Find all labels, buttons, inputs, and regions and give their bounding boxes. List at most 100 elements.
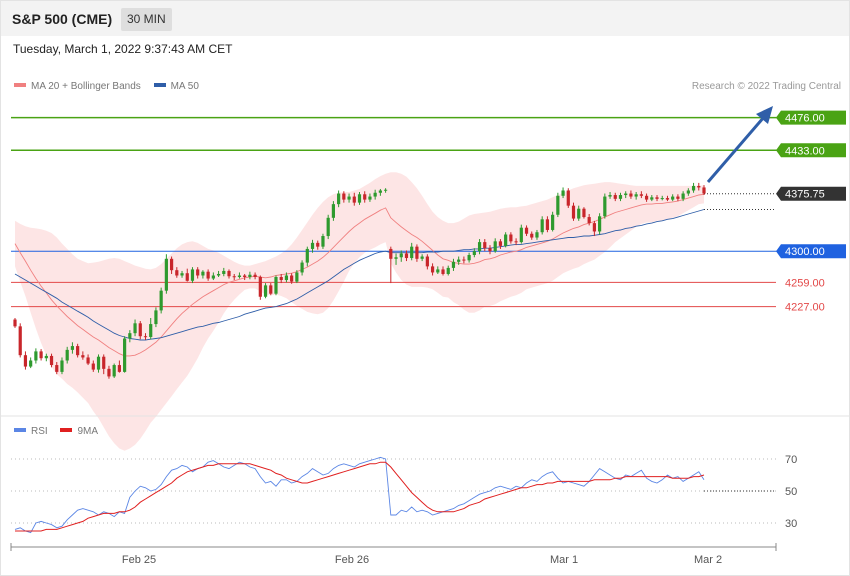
candle [519, 224, 523, 244]
legend-rsi-ma: 9MA [60, 426, 98, 437]
candle [472, 248, 476, 258]
interval-badge[interactable]: 30 MIN [121, 8, 172, 31]
candle [13, 317, 17, 328]
candle-body [665, 198, 670, 200]
candle [305, 246, 309, 267]
candle [545, 216, 550, 233]
candle-body [123, 338, 127, 372]
candle-body [149, 324, 153, 337]
rsi-ma-swatch [60, 428, 73, 433]
candle-body [81, 355, 85, 358]
candle [295, 270, 299, 284]
candle [243, 273, 247, 281]
candle-body [243, 275, 247, 278]
candle-body [23, 355, 28, 367]
candle-body [300, 262, 304, 273]
bollinger-band [15, 172, 704, 451]
level-label-4375.75: 4375.75 [785, 189, 825, 201]
candle-body [383, 189, 388, 191]
level-label-4259.00: 4259.00 [785, 277, 825, 289]
candle [123, 336, 127, 373]
candle-body [535, 232, 539, 238]
candle [493, 238, 497, 253]
candle [321, 233, 325, 249]
candle-body [415, 246, 419, 259]
candle [164, 254, 168, 294]
copyright-note: Research © 2022 Trading Central [691, 81, 841, 92]
candle [222, 267, 226, 277]
legend-ma20-bollinger: MA 20 + Bollinger Bands [14, 81, 141, 92]
candle-body [446, 267, 450, 274]
candle-body [337, 193, 341, 205]
candle-body [551, 214, 555, 230]
candle [138, 321, 142, 340]
candle-body [467, 255, 471, 261]
candle-body [169, 258, 174, 271]
candle-body [112, 365, 116, 377]
candle-body [206, 271, 210, 279]
candle-body [102, 356, 106, 369]
candle-body [357, 194, 362, 203]
candle [498, 239, 503, 249]
candle-body [29, 360, 33, 367]
candle-body [566, 190, 570, 206]
candle-body [441, 269, 445, 274]
rsi-line [14, 456, 705, 534]
price-legend: MA 20 + Bollinger Bands MA 50 [14, 81, 199, 92]
level-tag-target [776, 110, 846, 125]
rsi-ma-line [15, 461, 705, 532]
candle [44, 353, 48, 362]
candle-body [49, 355, 54, 366]
level-tag-pivot [776, 244, 846, 259]
candle [671, 194, 675, 202]
candle-body [253, 274, 257, 278]
candle [488, 245, 492, 255]
candle [665, 195, 670, 202]
candle [644, 193, 649, 202]
candle-body [629, 193, 633, 197]
legend-rsi: RSI [14, 426, 48, 437]
candle [524, 225, 529, 237]
level-label-4476.00: 4476.00 [785, 113, 825, 125]
ma20-swatch [14, 83, 26, 88]
candle-body [420, 256, 424, 259]
candle [206, 269, 210, 281]
candle-body [44, 355, 48, 359]
candle-body [96, 356, 101, 370]
timestamp: Tuesday, March 1, 2022 9:37:43 AM CET [13, 42, 233, 56]
candle [352, 192, 356, 206]
candle-body [483, 242, 487, 249]
candle [457, 256, 461, 265]
candle-body [451, 261, 456, 268]
candle [175, 267, 179, 278]
candle [107, 365, 111, 379]
candle-body [540, 219, 544, 233]
candle [76, 343, 80, 358]
candle-body [164, 258, 168, 291]
candle [629, 190, 633, 199]
candle [639, 191, 643, 199]
candle-body [650, 197, 654, 200]
candle [483, 239, 487, 252]
candle-body [263, 285, 268, 297]
candle [566, 188, 570, 208]
candle [159, 287, 163, 314]
candle [509, 232, 513, 244]
candle-body [530, 233, 534, 238]
candle [263, 283, 268, 299]
candle [29, 357, 33, 369]
x-tick-Mar-2: Mar 2 [694, 554, 722, 566]
candle [258, 275, 262, 300]
candle-body [571, 205, 576, 219]
candle-body [65, 349, 69, 361]
candle [326, 214, 330, 240]
candle [357, 192, 362, 205]
candle [248, 271, 252, 280]
legend-ma50: MA 50 [153, 81, 199, 92]
level-4300.00: 4300.00 [11, 244, 846, 259]
candle-body [691, 185, 696, 191]
candle-body [248, 274, 252, 278]
candles [13, 182, 706, 379]
candle-body [373, 192, 377, 197]
candle [290, 273, 294, 284]
